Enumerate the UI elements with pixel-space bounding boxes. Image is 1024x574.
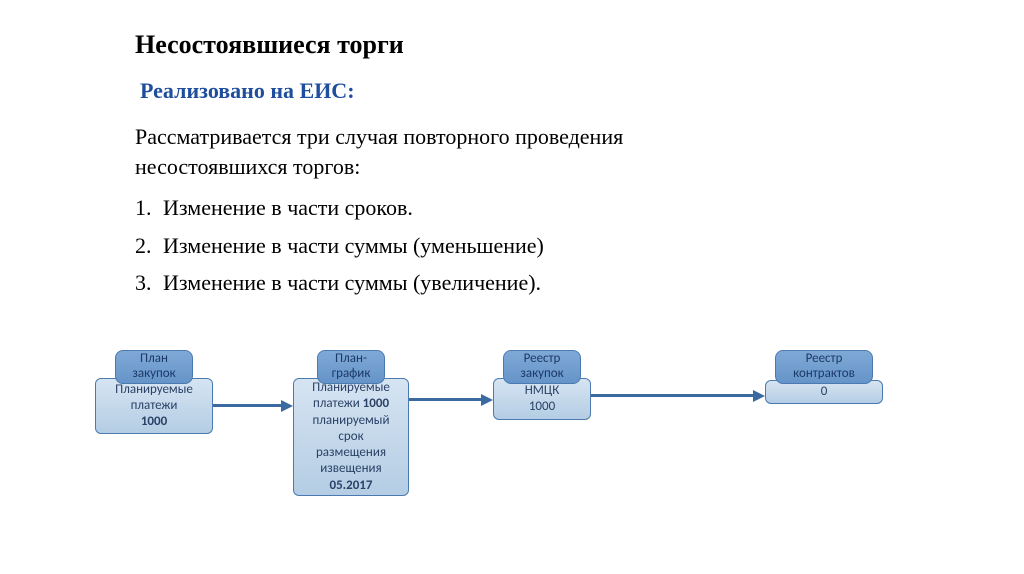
flow-header-n2: План-график	[317, 350, 385, 384]
list-text: Изменение в части сроков.	[163, 189, 413, 226]
flow-header-n1: Планзакупок	[115, 350, 193, 384]
list-num: 3.	[135, 264, 163, 301]
list-item: 1. Изменение в части сроков.	[135, 189, 1024, 226]
flow-arrow	[213, 404, 283, 407]
list-num: 1.	[135, 189, 163, 226]
flow-body-n1: Планируемыеплатежи1000	[95, 378, 213, 434]
flow-header-n3: Реестрзакупок	[503, 350, 581, 384]
flowchart: ПланзакупокПланируемыеплатежи1000 План-гр…	[95, 350, 965, 550]
flow-body-n3: НМЦК1000	[493, 378, 591, 420]
list-text: Изменение в части суммы (уменьшение)	[163, 227, 544, 264]
flow-body-n2: Планируемыеплатежи 1000планируемыйсрокра…	[293, 378, 409, 496]
subtitle: Реализовано на ЕИС:	[140, 78, 1024, 104]
list-item: 2. Изменение в части суммы (уменьшение)	[135, 227, 1024, 264]
list-num: 2.	[135, 227, 163, 264]
cases-list: 1. Изменение в части сроков. 2. Изменени…	[135, 189, 1024, 301]
arrow-head-icon	[281, 400, 293, 412]
list-item: 3. Изменение в части суммы (увеличение).	[135, 264, 1024, 301]
flow-arrow	[409, 398, 483, 401]
flow-header-n4: Реестрконтрактов	[775, 350, 873, 384]
page-title: Несостоявшиеся торги	[135, 30, 1024, 60]
arrow-head-icon	[481, 394, 493, 406]
flow-arrow	[591, 394, 755, 397]
list-text: Изменение в части суммы (увеличение).	[163, 264, 541, 301]
intro-text: Рассматривается три случая повторного пр…	[135, 122, 755, 181]
arrow-head-icon	[753, 390, 765, 402]
